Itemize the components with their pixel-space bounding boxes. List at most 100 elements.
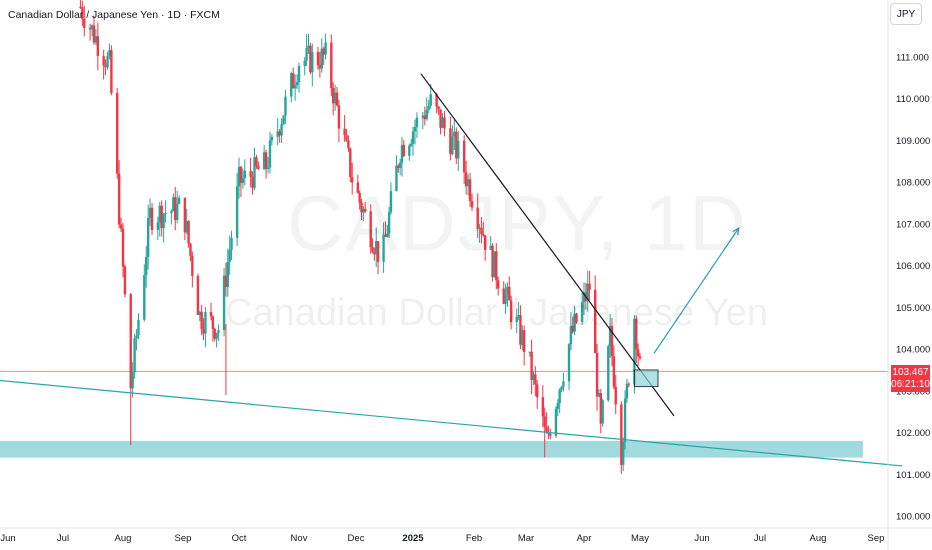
candle-body xyxy=(562,381,565,387)
x-tick-label: Jul xyxy=(754,533,766,544)
candle-body xyxy=(493,251,496,278)
candle-body xyxy=(519,315,522,345)
projection-arrow[interactable] xyxy=(653,227,740,354)
x-tick-label: 2025 xyxy=(402,533,424,544)
candle-body xyxy=(137,319,140,336)
candle-body xyxy=(351,177,354,183)
candle-body xyxy=(435,94,438,107)
candle-body xyxy=(402,144,406,156)
last-price-value: 103.467 xyxy=(892,367,929,378)
candle-body xyxy=(318,65,322,69)
candle-body xyxy=(187,220,190,244)
candle-body xyxy=(627,383,630,385)
candle-body xyxy=(83,18,86,28)
x-tick-label: Feb xyxy=(466,533,482,544)
candle-body xyxy=(612,356,616,387)
candle-body xyxy=(508,286,511,301)
candle-body xyxy=(541,397,545,417)
candle-body xyxy=(466,179,470,187)
candle-body xyxy=(409,143,413,146)
descending-trendline[interactable] xyxy=(420,73,675,417)
candle-body xyxy=(235,186,239,238)
candle-body xyxy=(560,386,563,390)
x-tick-label: May xyxy=(631,533,649,544)
candle-body xyxy=(371,247,374,252)
candle-body xyxy=(363,209,367,212)
candle-body xyxy=(90,25,94,30)
candle-body xyxy=(622,442,625,465)
candle-body xyxy=(580,302,584,323)
candle-body xyxy=(96,36,100,57)
candle-body xyxy=(146,218,150,257)
candle-body xyxy=(131,372,134,389)
candle-body xyxy=(322,48,325,55)
candle-body xyxy=(217,330,220,334)
x-tick-label: Apr xyxy=(577,533,592,544)
currency-button[interactable]: JPY xyxy=(890,3,922,25)
candle-body xyxy=(257,165,260,170)
candle-body xyxy=(601,400,604,424)
candle-body xyxy=(213,328,216,339)
candle-body xyxy=(398,162,402,169)
candle-body xyxy=(185,220,188,233)
candle-body xyxy=(509,300,513,323)
candle-body xyxy=(243,170,247,179)
candle-body xyxy=(496,280,500,289)
candle-body xyxy=(148,207,152,219)
candle-body xyxy=(582,292,586,303)
candle-body xyxy=(635,318,638,350)
candle-body xyxy=(594,289,597,354)
candle-body xyxy=(599,393,602,424)
candle-body xyxy=(437,106,440,110)
candle-body xyxy=(495,251,498,281)
candle-body xyxy=(387,212,391,234)
candle-body xyxy=(517,315,520,317)
candle-body xyxy=(636,349,640,357)
y-tick-label: 108.000 xyxy=(896,178,930,189)
candle-body xyxy=(607,346,610,401)
candle-body xyxy=(586,283,589,302)
candle-body xyxy=(397,165,400,169)
candle-body xyxy=(202,329,205,334)
candle-body xyxy=(309,45,312,73)
candle-body xyxy=(291,73,295,89)
candle-body xyxy=(384,234,387,237)
candle-body xyxy=(162,213,165,229)
candle-body xyxy=(597,393,601,397)
y-tick-label: 107.000 xyxy=(896,219,930,230)
candle-body xyxy=(320,48,323,69)
candle-body xyxy=(427,105,430,110)
candle-body xyxy=(196,275,200,316)
candle-body xyxy=(209,311,213,317)
candle-body xyxy=(311,52,314,73)
candle-body xyxy=(625,383,629,399)
support-trendline[interactable] xyxy=(0,378,903,467)
candle-body xyxy=(92,25,96,43)
candle-body xyxy=(129,294,132,389)
projection-arrowhead xyxy=(732,226,740,236)
candle-body xyxy=(156,222,160,230)
candle-body xyxy=(133,338,136,373)
candle-body xyxy=(88,27,92,30)
candle-body xyxy=(521,330,524,345)
candle-body xyxy=(135,335,138,339)
candle-body xyxy=(506,286,509,294)
candle-body xyxy=(441,117,444,128)
candle-body xyxy=(264,152,268,169)
support-zone[interactable] xyxy=(0,440,863,458)
x-tick-label: Jun xyxy=(0,533,15,544)
candle-body xyxy=(502,288,505,304)
candle-body xyxy=(230,237,233,250)
candle-body xyxy=(476,207,479,230)
candle-body xyxy=(439,109,442,128)
candle-body xyxy=(429,94,432,106)
candle-body xyxy=(421,115,425,118)
candle-body xyxy=(482,234,485,236)
candle-body xyxy=(343,128,346,136)
candle-body xyxy=(349,148,352,178)
x-tick-label: Nov xyxy=(291,533,308,544)
candle-body xyxy=(335,92,339,106)
candle-body xyxy=(571,325,574,332)
breakout-box[interactable] xyxy=(634,369,659,388)
